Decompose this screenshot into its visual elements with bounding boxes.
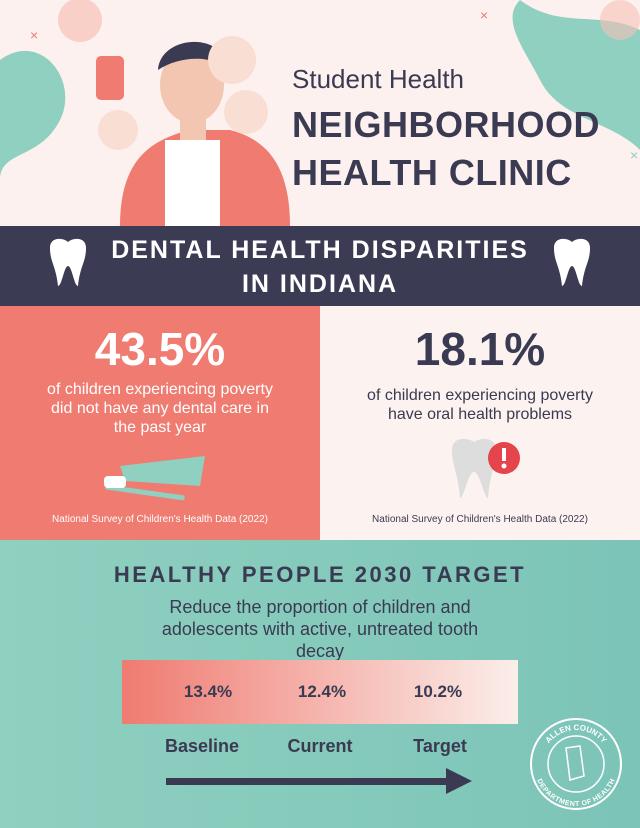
stat-source: National Survey of Children's Health Dat…: [52, 514, 268, 525]
svg-text:×: ×: [480, 7, 488, 23]
target-label: Baseline: [164, 736, 240, 756]
stat-value: 43.5%: [94, 323, 226, 375]
stat-text: of children experiencing poverty did not…: [47, 381, 273, 436]
logo: ALLEN COUNTY DEPARTMENT OF HEALTH: [530, 718, 622, 810]
header-decor: × × ×: [0, 0, 640, 226]
svg-text:×: ×: [30, 27, 38, 43]
target-description: Reduce the proportion of children and ad…: [161, 597, 479, 661]
stat-panel: 18.1% of children experiencing poverty h…: [320, 306, 640, 540]
stat-panel: 43.5% of children experiencing poverty d…: [0, 306, 320, 540]
tooth-icon: [554, 238, 590, 286]
target-value: 13.4%: [183, 682, 233, 701]
gradient-bar: [122, 660, 518, 724]
banner-line: IN INDIANA: [241, 270, 399, 298]
subtitle: Student Health: [292, 64, 465, 94]
title-line: NEIGHBORHOOD: [292, 104, 601, 145]
logo-text: DEPARTMENT OF HEALTH: [535, 778, 616, 808]
target-label: Current: [287, 736, 353, 756]
target-title: HEALTHY PEOPLE 2030 TARGET: [113, 562, 527, 587]
tooth-icon: [50, 238, 86, 286]
arrow: [166, 768, 472, 794]
banner-line: DENTAL HEALTH DISPARITIES: [111, 236, 529, 264]
target-value: 12.4%: [297, 682, 347, 701]
target-value: 10.2%: [413, 682, 463, 701]
stat-source: National Survey of Children's Health Dat…: [372, 514, 588, 525]
stat-text: of children experiencing poverty have or…: [367, 387, 593, 423]
target-section: HEALTHY PEOPLE 2030 TARGET Reduce the pr…: [0, 540, 640, 828]
target-label: Target: [413, 736, 467, 756]
banner: DENTAL HEALTH DISPARITIES IN INDIANA: [0, 226, 640, 306]
title-line: HEALTH CLINIC: [292, 152, 572, 193]
header: × × × Student Health NEIGHBORHOOD HEALTH…: [0, 0, 640, 226]
toothpaste-icon: [104, 456, 205, 501]
logo-text-bottom: DEPARTMENT OF HEALTH: [535, 778, 616, 808]
tooth-alert-icon: [452, 439, 520, 498]
stat-value: 18.1%: [414, 323, 546, 375]
svg-text:×: ×: [630, 147, 638, 163]
